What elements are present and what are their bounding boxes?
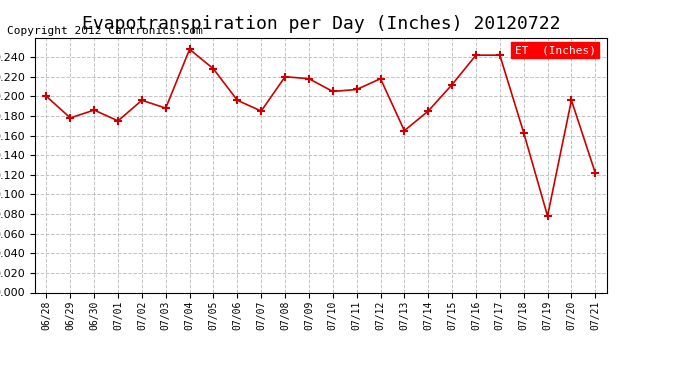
Text: Copyright 2012 Cartronics.com: Copyright 2012 Cartronics.com [7, 26, 203, 36]
Text: ET  (Inches): ET (Inches) [515, 45, 595, 55]
Title: Evapotranspiration per Day (Inches) 20120722: Evapotranspiration per Day (Inches) 2012… [81, 15, 560, 33]
